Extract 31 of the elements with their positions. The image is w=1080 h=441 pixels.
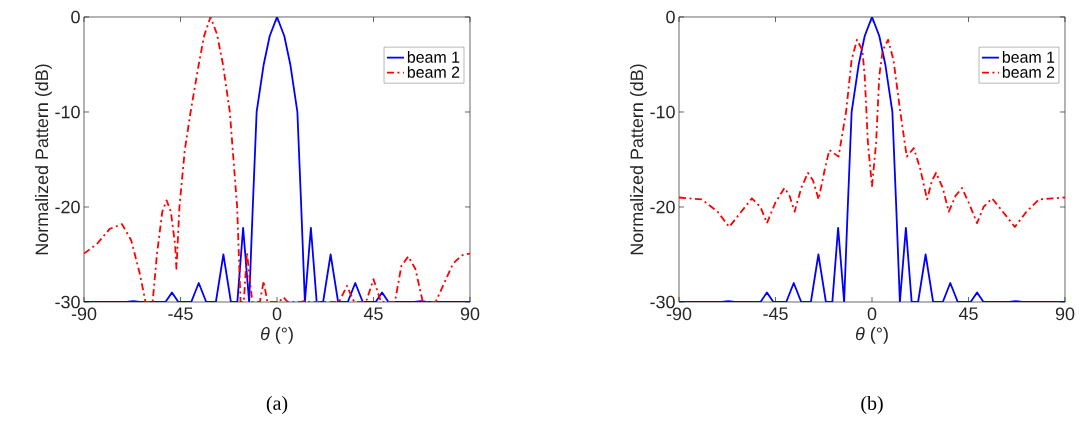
- x-axis-title: θ (°): [260, 327, 293, 344]
- y-tick-label: -30: [55, 295, 80, 309]
- legend-label: beam 1: [1002, 51, 1055, 63]
- y-tick-label: -30: [650, 295, 675, 309]
- legend-label: beam 2: [1002, 66, 1055, 78]
- line-series: [679, 38, 1065, 228]
- y-tick-label: -10: [55, 105, 80, 119]
- text: (a): [266, 395, 288, 415]
- y-tick-label: 0: [71, 10, 80, 24]
- x-tick-label: 90: [460, 307, 480, 321]
- y-tick-label: -20: [55, 200, 80, 214]
- x-axis-title: θ (°): [855, 327, 888, 344]
- x-tick-label: 0: [272, 307, 282, 321]
- x-tick-label: -90: [666, 307, 692, 321]
- y-axis-title: Normalized Pattern (dB): [630, 64, 647, 255]
- text: (b): [861, 395, 883, 415]
- x-tick-label: 90: [1055, 307, 1075, 321]
- x-tick-label: 45: [363, 307, 383, 321]
- x-tick-label: 0: [867, 307, 877, 321]
- y-tick-label: -10: [650, 105, 675, 119]
- legend-label: beam 1: [407, 51, 460, 63]
- line-series: [84, 16, 470, 302]
- legend-label: beam 2: [407, 66, 460, 78]
- x-tick-label: -45: [763, 307, 788, 321]
- y-tick-label: 0: [666, 10, 675, 24]
- y-tick-label: -20: [650, 200, 675, 214]
- x-tick-label: 45: [958, 307, 978, 321]
- x-tick-label: -45: [168, 307, 193, 321]
- line-series: [679, 16, 1065, 302]
- y-axis-title: Normalized Pattern (dB): [35, 64, 52, 255]
- x-tick-label: -90: [71, 307, 97, 321]
